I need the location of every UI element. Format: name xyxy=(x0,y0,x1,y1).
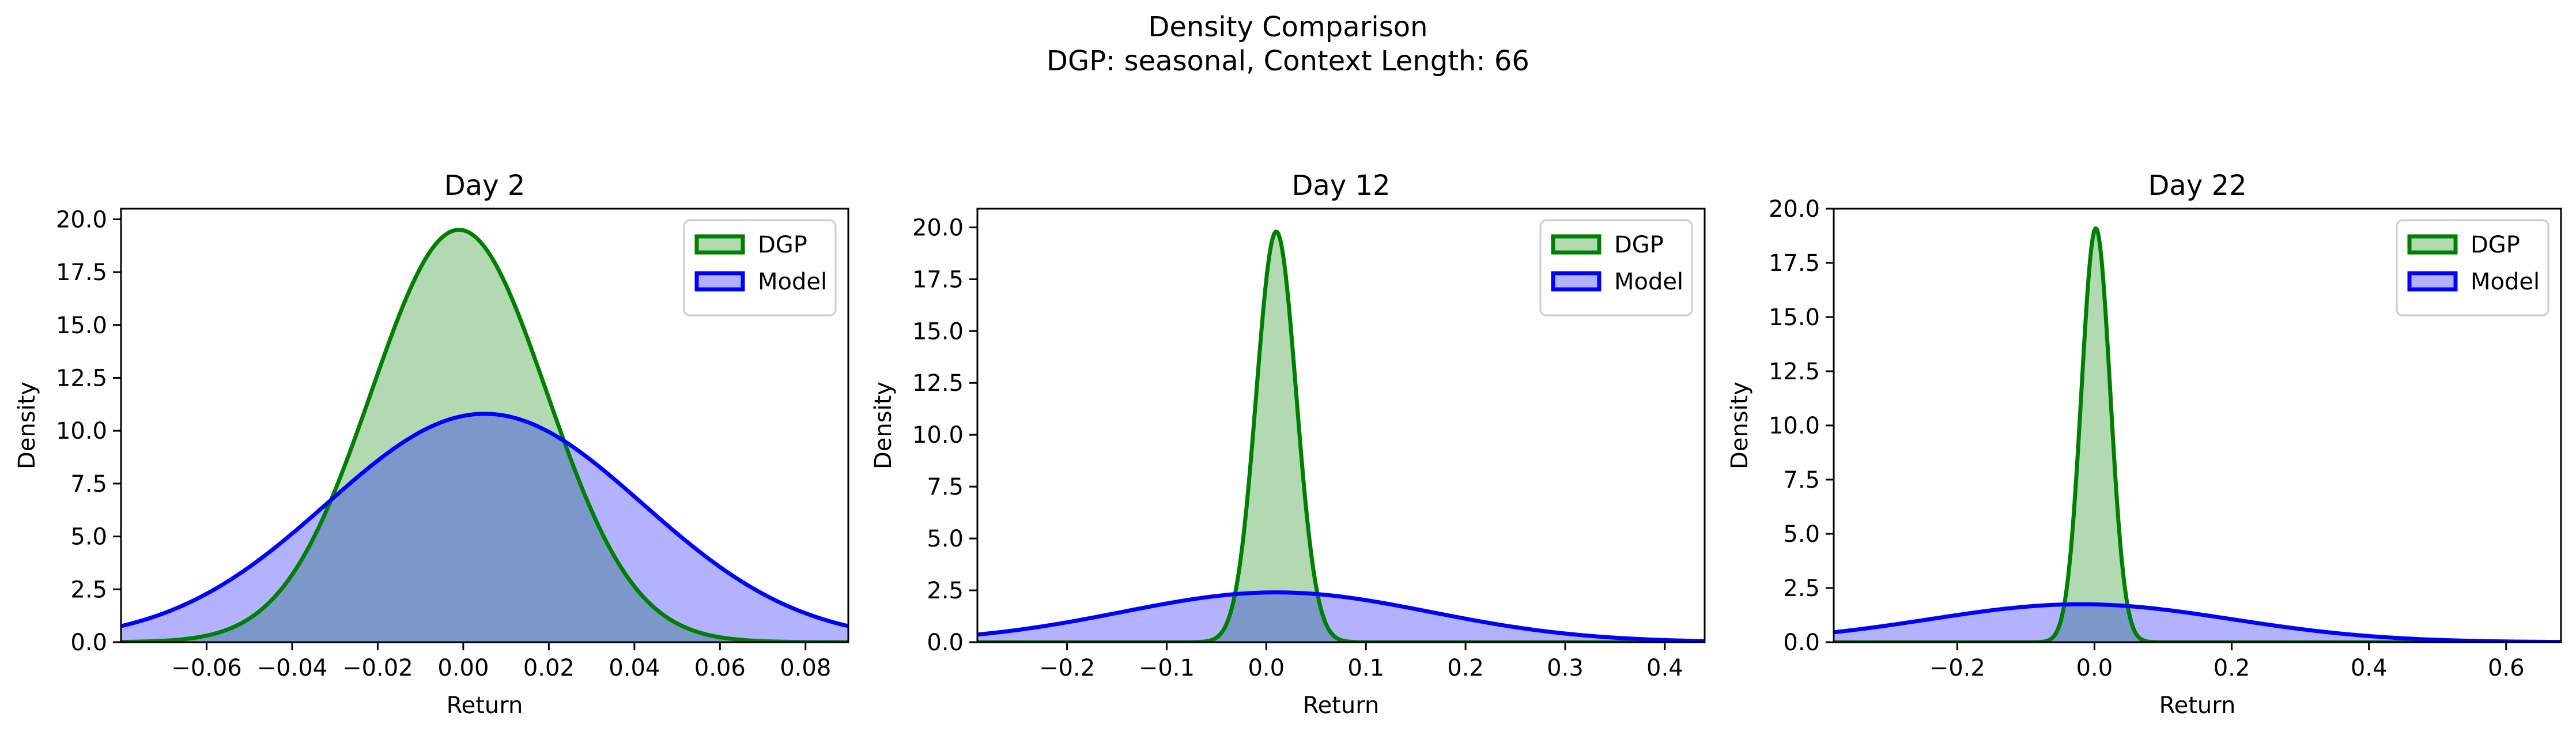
figure-title: Density Comparison xyxy=(1148,11,1427,43)
y-tick-label: 12.5 xyxy=(1769,359,1820,385)
x-tick-label: 0.06 xyxy=(694,655,746,681)
y-axis-label: Density xyxy=(14,382,40,469)
model-density-line xyxy=(121,412,848,628)
y-tick-label: 15.0 xyxy=(56,312,107,339)
y-tick-label: 2.5 xyxy=(927,578,964,604)
y-tick-label: 20.0 xyxy=(56,206,107,233)
x-tick-label: 0.6 xyxy=(2488,655,2525,681)
x-axis-label: Return xyxy=(1303,692,1380,719)
model-density-fill xyxy=(121,413,848,642)
plot-area xyxy=(1834,226,2561,642)
x-tick-label: 0.2 xyxy=(2214,655,2250,681)
x-tick-label: 0.02 xyxy=(523,655,575,681)
x-tick-label: −0.2 xyxy=(1929,655,1985,681)
y-tick-label: 10.0 xyxy=(1769,413,1820,439)
x-tick-label: −0.1 xyxy=(1139,655,1195,681)
x-tick-label: 0.3 xyxy=(1547,655,1584,681)
x-tick-label: 0.00 xyxy=(437,655,489,681)
y-tick-label: 5.0 xyxy=(70,524,107,551)
y-axis-label: Density xyxy=(1727,382,1753,469)
x-tick-label: 0.08 xyxy=(780,655,831,681)
x-tick-label: 0.0 xyxy=(1248,655,1285,681)
legend-label: Model xyxy=(2471,269,2540,295)
x-tick-label: 0.0 xyxy=(2076,655,2113,681)
chart-panel-3: −0.2 0.0 0.2 0.4 0.6 0.0 2.5 5.0 7.5 10.0 12.5 15.0… xyxy=(1727,169,2562,719)
axes-frame xyxy=(120,208,849,643)
legend: DGP Model xyxy=(2396,219,2549,316)
dgp-density-line xyxy=(121,228,848,642)
subplot-title: Day 12 xyxy=(1291,169,1390,202)
y-tick-label: 10.0 xyxy=(912,422,964,448)
legend-label: Model xyxy=(1614,269,1683,295)
y-tick-label: 2.5 xyxy=(1783,575,1820,602)
model-density-line xyxy=(1834,602,2561,642)
y-tick-label: 20.0 xyxy=(1769,196,1820,223)
plot-area xyxy=(121,228,848,642)
x-tick-label: 0.2 xyxy=(1447,655,1484,681)
chart-panel-2: −0.2 −0.1 0.0 0.1 0.2 0.3 0.4 0.0 2.5 5.0 7.5 10.0 1… xyxy=(870,169,1706,719)
y-axis-label: Density xyxy=(870,382,897,469)
y-tick-label: 7.5 xyxy=(927,474,964,500)
x-tick-label: −0.2 xyxy=(1039,655,1095,681)
legend-label: DGP xyxy=(1614,232,1664,258)
x-tick-label: 0.1 xyxy=(1347,655,1384,681)
figure-subtitle: DGP: seasonal, Context Length: 66 xyxy=(1047,45,1529,77)
y-tick-label: 12.5 xyxy=(56,365,107,391)
legend-box xyxy=(683,219,837,316)
y-tick-label: 20.0 xyxy=(912,214,964,241)
subplot-title: Day 2 xyxy=(444,169,526,202)
y-tick-label: 17.5 xyxy=(1769,250,1820,277)
dgp-density-line xyxy=(977,229,1705,642)
model-density-fill xyxy=(1834,604,2561,642)
y-tick-label: 0.0 xyxy=(1783,630,1820,656)
y-tick-label: 10.0 xyxy=(56,418,107,444)
dgp-density-fill xyxy=(121,229,848,642)
legend-swatch-dgp xyxy=(2407,234,2458,255)
x-axis-label: Return xyxy=(447,692,523,719)
y-tick-label: 7.5 xyxy=(70,471,107,497)
y-tick-label: 7.5 xyxy=(1783,467,1820,493)
chart-panel-1: −0.06 −0.04 −0.02 0.00 0.02 0.04 0.06 0.08 0.0 2.… xyxy=(14,169,849,719)
y-tick-label: 0.0 xyxy=(70,630,107,656)
legend-swatch-model xyxy=(2407,271,2458,292)
y-tick-label: 5.0 xyxy=(1783,521,1820,548)
x-tick-label: −0.06 xyxy=(171,655,242,681)
legend-swatch-model xyxy=(694,271,745,292)
legend-label: Model xyxy=(758,269,827,295)
y-tick-label: 5.0 xyxy=(927,526,964,552)
legend-box xyxy=(1539,219,1693,316)
x-tick-label: −0.04 xyxy=(257,655,328,681)
y-tick-label: 15.0 xyxy=(1769,304,1820,331)
legend-label: DGP xyxy=(2471,232,2520,258)
legend-swatch-model xyxy=(1551,271,1601,292)
subplot-title: Day 22 xyxy=(2148,169,2246,202)
legend-label: DGP xyxy=(758,232,807,258)
legend-swatch-dgp xyxy=(1551,234,1601,255)
x-tick-label: 0.4 xyxy=(1646,655,1683,681)
legend: DGP Model xyxy=(1539,219,1693,316)
y-tick-label: 15.0 xyxy=(912,318,964,345)
x-axis-label: Return xyxy=(2159,692,2236,719)
y-tick-label: 12.5 xyxy=(912,370,964,397)
y-tick-label: 17.5 xyxy=(912,266,964,293)
legend-box xyxy=(2396,219,2549,316)
y-tick-label: 17.5 xyxy=(56,259,107,286)
axes-frame xyxy=(976,208,1706,643)
x-tick-label: 0.4 xyxy=(2351,655,2388,681)
legend: DGP Model xyxy=(683,219,837,316)
x-tick-label: 0.04 xyxy=(609,655,660,681)
legend-swatch-dgp xyxy=(694,234,745,255)
model-density-line xyxy=(977,590,1705,642)
y-tick-label: 0.0 xyxy=(927,630,964,656)
x-tick-label: −0.02 xyxy=(342,655,413,681)
y-tick-label: 2.5 xyxy=(70,576,107,603)
chart-panels: −0.06 −0.04 −0.02 0.00 0.02 0.04 0.06 0.08 0.0 2.… xyxy=(14,169,2562,719)
plot-area xyxy=(977,229,1705,642)
